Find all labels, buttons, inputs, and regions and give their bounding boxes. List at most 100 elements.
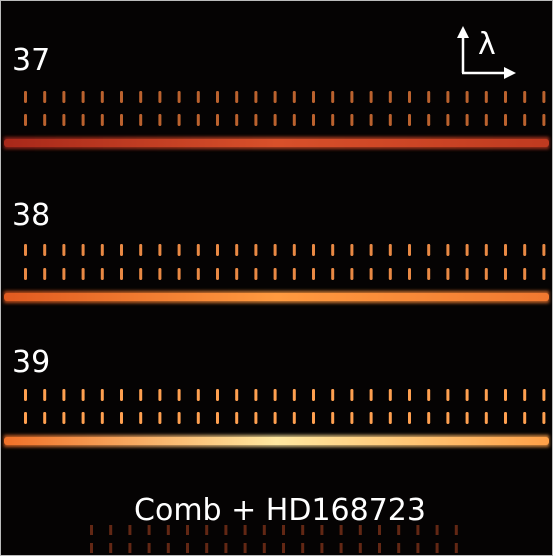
comb-line xyxy=(43,389,46,401)
comb-line xyxy=(197,244,200,256)
comb-line xyxy=(504,114,507,126)
comb-line xyxy=(244,543,247,553)
comb-line xyxy=(43,268,46,280)
comb-line xyxy=(408,91,411,103)
comb-line xyxy=(62,114,65,126)
comb-line xyxy=(331,91,334,103)
comb-line xyxy=(504,268,507,280)
comb-line xyxy=(485,244,488,256)
comb-line xyxy=(350,91,353,103)
comb-line xyxy=(455,543,458,553)
comb-line xyxy=(312,244,315,256)
comb-line xyxy=(197,389,200,401)
comb-line xyxy=(43,412,46,424)
comb-line xyxy=(340,543,343,553)
comb-line xyxy=(378,543,381,553)
comb-line xyxy=(274,412,277,424)
comb-line xyxy=(485,389,488,401)
comb-line xyxy=(158,244,161,256)
comb-line xyxy=(408,244,411,256)
comb-line xyxy=(120,114,123,126)
comb-line xyxy=(427,412,430,424)
comb-line xyxy=(178,412,181,424)
comb-line xyxy=(120,412,123,424)
comb-line xyxy=(82,412,85,424)
comb-line xyxy=(427,268,430,280)
comb-line xyxy=(312,268,315,280)
comb-line xyxy=(427,91,430,103)
comb-line xyxy=(235,244,238,256)
comb-line xyxy=(466,412,469,424)
comb-line xyxy=(436,525,439,535)
comb-line xyxy=(43,91,46,103)
comb-line xyxy=(370,268,373,280)
comb-line xyxy=(178,91,181,103)
comb-line xyxy=(446,114,449,126)
comb-line xyxy=(274,244,277,256)
comb-line xyxy=(178,244,181,256)
comb-line xyxy=(216,412,219,424)
comb-line xyxy=(216,244,219,256)
comb-line xyxy=(274,389,277,401)
comb-line xyxy=(331,389,334,401)
axis-label: λ xyxy=(478,27,496,62)
comb-line xyxy=(293,268,296,280)
comb-line xyxy=(312,412,315,424)
comb-line xyxy=(523,268,526,280)
comb-line xyxy=(274,114,277,126)
comb-line xyxy=(293,114,296,126)
comb-line xyxy=(158,412,161,424)
comb-line xyxy=(167,543,170,553)
comb-line xyxy=(485,412,488,424)
comb-line xyxy=(186,543,189,553)
comb-line xyxy=(301,543,304,553)
comb-line xyxy=(331,268,334,280)
comb-line xyxy=(62,244,65,256)
comb-line xyxy=(197,268,200,280)
comb-line xyxy=(408,268,411,280)
comb-line xyxy=(427,389,430,401)
comb-line xyxy=(216,268,219,280)
comb-line xyxy=(24,91,27,103)
comb-line xyxy=(139,114,142,126)
comb-line xyxy=(455,525,458,535)
comb-line xyxy=(523,412,526,424)
comb-line xyxy=(197,114,200,126)
comb-line xyxy=(408,412,411,424)
comb-line xyxy=(485,91,488,103)
comb-line xyxy=(293,389,296,401)
comb-line xyxy=(446,389,449,401)
comb-line xyxy=(389,114,392,126)
comb-line xyxy=(158,114,161,126)
comb-line xyxy=(158,389,161,401)
comb-line xyxy=(370,389,373,401)
comb-line xyxy=(389,91,392,103)
comb-line xyxy=(254,389,257,401)
comb-line xyxy=(312,114,315,126)
order-label: 39 xyxy=(12,345,50,380)
comb-line xyxy=(62,91,65,103)
comb-line xyxy=(216,389,219,401)
comb-line xyxy=(24,412,27,424)
comb-line xyxy=(485,114,488,126)
comb-line xyxy=(466,389,469,401)
comb-line xyxy=(359,543,362,553)
comb-line xyxy=(139,389,142,401)
comb-line xyxy=(178,268,181,280)
comb-line xyxy=(446,268,449,280)
comb-line xyxy=(197,91,200,103)
comb-line xyxy=(101,412,104,424)
comb-line xyxy=(312,389,315,401)
comb-line xyxy=(282,543,285,553)
comb-line xyxy=(82,114,85,126)
comb-line xyxy=(109,543,112,553)
comb-line xyxy=(389,389,392,401)
comb-line xyxy=(128,525,131,535)
comb-line xyxy=(139,91,142,103)
comb-line xyxy=(370,114,373,126)
comb-line xyxy=(350,268,353,280)
comb-line xyxy=(523,244,526,256)
comb-line xyxy=(254,114,257,126)
comb-line xyxy=(263,543,266,553)
comb-line xyxy=(504,244,507,256)
